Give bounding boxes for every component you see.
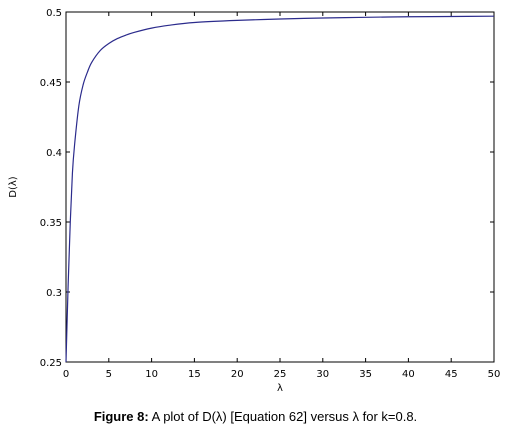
- series-line-d-lambda: [65, 15, 495, 363]
- x-tick-label: 25: [274, 369, 287, 380]
- x-tick-label: 5: [106, 369, 112, 380]
- figure-caption: Figure 8: A plot of D(λ) [Equation 62] v…: [0, 409, 511, 424]
- y-axis-label: D(λ): [8, 176, 19, 198]
- x-tick-label: 50: [488, 369, 501, 380]
- x-tick-label: 30: [316, 369, 329, 380]
- y-tick-label: 0.3: [46, 288, 62, 299]
- x-tick-label: 0: [63, 369, 69, 380]
- y-tick-label: 0.25: [40, 358, 62, 369]
- x-tick-label: 15: [188, 369, 201, 380]
- x-tick-label: 10: [145, 369, 158, 380]
- y-tick-labels: 0.25 0.3 0.35 0.4 0.45 0.5: [40, 8, 62, 369]
- plot-area: [65, 11, 495, 363]
- y-tick-label: 0.4: [46, 148, 62, 159]
- caption-prefix: Figure 8:: [93, 409, 149, 424]
- x-tick-label: 40: [402, 369, 415, 380]
- y-tick-label: 0.35: [40, 218, 62, 229]
- x-tick-labels: 0 5 10 15 20 25 30 35 40 45 50: [63, 369, 501, 380]
- x-axis-label: λ: [277, 383, 283, 394]
- x-tick-label: 45: [445, 369, 458, 380]
- line-chart: 0 5 10 15 20 25 30 35 40 45 50 0.250.30.350.40.450…: [8, 8, 501, 394]
- x-tick-label: 35: [359, 369, 372, 380]
- x-tick-label: 20: [231, 369, 244, 380]
- y-tick-label: 0.45: [40, 78, 62, 89]
- y-tick-label: 0.5: [46, 8, 62, 19]
- caption-text: A plot of D(λ) [Equation 62] versus λ fo…: [151, 409, 418, 424]
